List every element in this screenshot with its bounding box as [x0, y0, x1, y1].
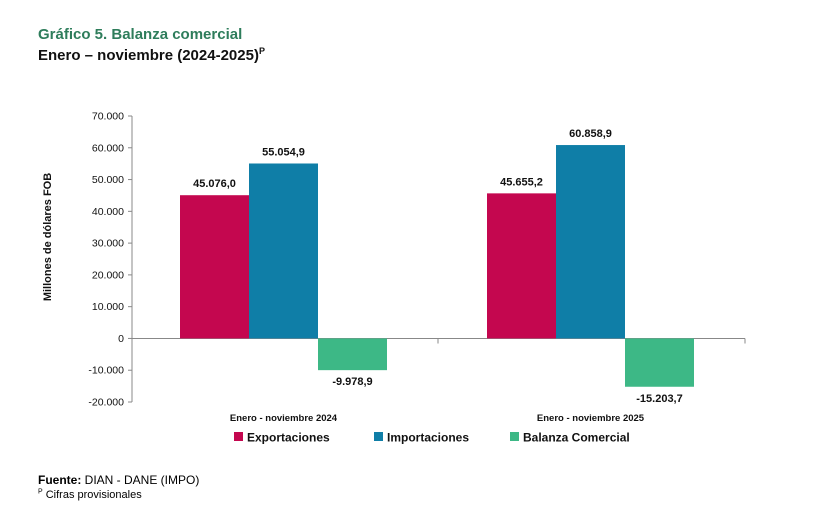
data-label: 60.858,9: [569, 128, 612, 140]
source-label: Fuente:: [38, 473, 82, 487]
data-label: -9.978,9: [332, 376, 372, 388]
y-tick-label: 0: [118, 333, 124, 345]
legend-swatch: [510, 432, 519, 441]
legend-swatch: [234, 432, 243, 441]
y-tick-label: 50.000: [92, 174, 124, 186]
data-label: 45.655,2: [500, 176, 543, 188]
y-tick-label: 70.000: [92, 111, 124, 123]
y-tick-label: 40.000: [92, 206, 124, 218]
data-label: 55.054,9: [262, 146, 305, 158]
y-tick-label: 20.000: [92, 269, 124, 281]
legend-swatch: [374, 432, 383, 441]
chart-title-text: Enero – noviembre (2024-2025): [38, 47, 259, 64]
y-tick-label: 10.000: [92, 301, 124, 313]
y-tick-label: 60.000: [92, 142, 124, 154]
bar-importaciones: [249, 163, 318, 339]
chart-title-line1: Gráfico 5. Balanza comercial: [38, 26, 243, 43]
y-tick-label: -10.000: [88, 365, 124, 377]
source-note: Fuente: DIAN - DANE (IMPO): [38, 473, 199, 487]
y-tick-label: -20.000: [88, 397, 124, 409]
bar-balanza-comercial: [625, 338, 694, 387]
bar-exportaciones: [487, 193, 556, 339]
bar-importaciones: [556, 145, 625, 339]
bar-balanza-comercial: [318, 338, 387, 371]
legend-label: Exportaciones: [247, 431, 330, 445]
source-text: DIAN - DANE (IMPO): [81, 473, 200, 487]
legend-label: Balanza Comercial: [523, 431, 630, 445]
y-tick-label: 30.000: [92, 238, 124, 250]
y-axis-title: Millones de dólares FOB: [42, 173, 54, 301]
bar-exportaciones: [180, 195, 249, 339]
provisional-superscript: P: [38, 488, 43, 496]
data-label: 45.076,0: [193, 178, 236, 190]
x-category-label: Enero - noviembre 2024: [230, 413, 338, 424]
provisional-note: P Cifras provisionales: [38, 488, 142, 501]
provisional-text: Cifras provisionales: [42, 489, 142, 501]
legend-label: Importaciones: [387, 431, 469, 445]
chart-title-line2: Enero – noviembre (2024-2025)P: [38, 46, 265, 65]
x-category-label: Enero - noviembre 2025: [537, 413, 645, 424]
data-label: -15.203,7: [636, 393, 682, 405]
chart-title-superscript: P: [258, 46, 265, 56]
